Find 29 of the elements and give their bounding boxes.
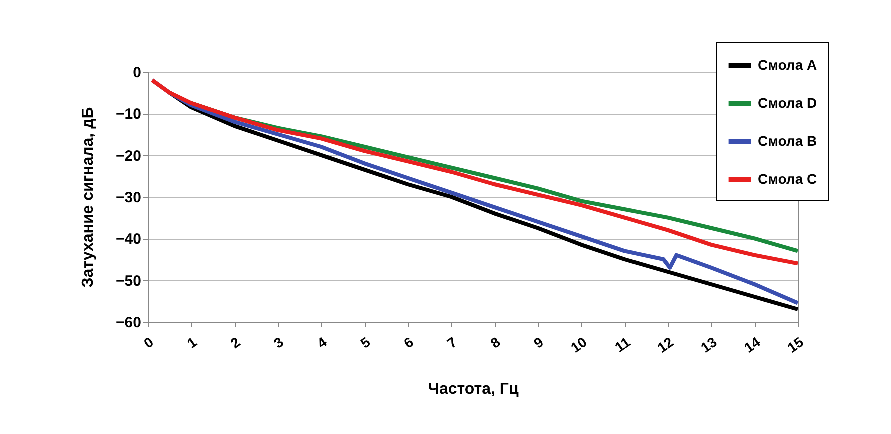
x-tick-label: 13 (698, 334, 720, 356)
x-tick-label: 2 (228, 334, 244, 352)
x-tick-label: 10 (568, 334, 590, 356)
legend-label: Смола B (758, 133, 818, 149)
x-tick-label: 1 (184, 334, 200, 352)
x-tick-label: 9 (530, 334, 547, 352)
x-tick-label: 11 (612, 334, 634, 356)
x-tick-label: 3 (270, 334, 287, 352)
x-tick-label: 15 (784, 334, 807, 356)
y-tick-label: −60 (116, 314, 142, 332)
x-tick-label: 12 (654, 334, 677, 356)
x-tick-label: 8 (488, 334, 504, 352)
y-tick-label: −10 (116, 106, 142, 124)
x-tick-label: 7 (444, 334, 460, 352)
y-tick-label: −40 (116, 231, 142, 248)
x-tick-label: 4 (314, 334, 330, 352)
x-tick-label: 6 (400, 334, 417, 352)
legend-label: Смола A (758, 57, 818, 73)
legend-label: Смола D (758, 95, 818, 111)
x-tick-label: 0 (140, 334, 157, 352)
x-tick-label: 14 (741, 334, 764, 356)
y-tick-label: −30 (116, 190, 142, 206)
legend-label: Смола C (758, 171, 818, 187)
y-tick-label: −20 (116, 148, 142, 165)
y-tick-label: 0 (133, 64, 142, 82)
y-axis-title: Затухание сигнала, дБ (80, 107, 98, 288)
y-tick-label: −50 (116, 272, 142, 290)
x-tick-label: 5 (358, 334, 374, 352)
x-axis-title: Частота, Гц (428, 380, 519, 398)
